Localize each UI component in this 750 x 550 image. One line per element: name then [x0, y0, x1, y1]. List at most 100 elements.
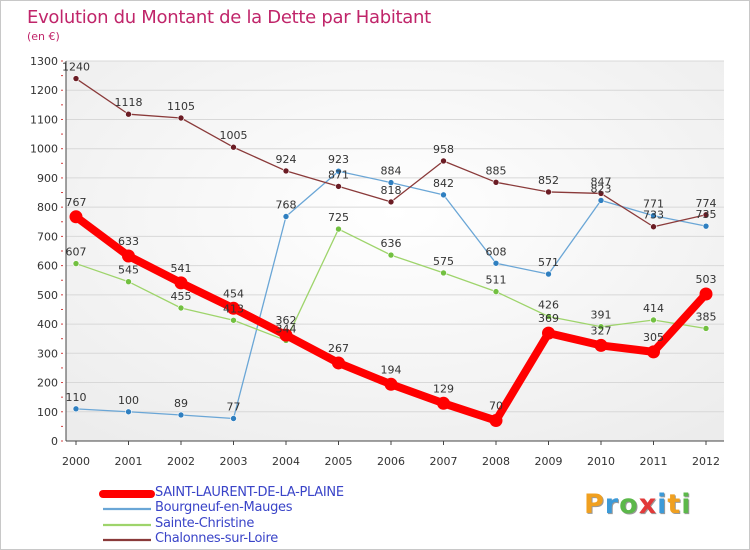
x-tick-label: 2006 [377, 455, 405, 468]
data-point [72, 405, 80, 413]
y-tick-label: 1100 [30, 113, 58, 126]
y-tick-label: 1300 [30, 55, 58, 68]
data-label: 733 [643, 209, 664, 222]
data-label: 768 [276, 199, 297, 212]
data-point [545, 313, 552, 320]
data-label: 958 [433, 143, 454, 156]
data-point [335, 183, 342, 190]
data-label: 426 [538, 298, 559, 311]
x-tick-label: 2002 [167, 455, 195, 468]
x-tick-label: 2005 [325, 455, 353, 468]
x-tick-label: 2011 [640, 455, 668, 468]
data-point [335, 225, 342, 233]
data-point [440, 191, 447, 199]
data-point [69, 210, 83, 224]
data-label: 545 [118, 264, 139, 277]
data-point [387, 179, 395, 186]
data-point [597, 323, 605, 331]
data-point [440, 269, 447, 277]
data-label: 852 [538, 174, 559, 187]
data-label: 823 [591, 182, 612, 195]
data-point [545, 188, 552, 196]
x-tick-label: 2003 [220, 455, 248, 468]
data-label: 305 [643, 331, 664, 344]
data-label: 110 [66, 391, 87, 404]
data-label: 194 [381, 363, 402, 376]
data-point [542, 326, 555, 340]
data-point [702, 222, 710, 230]
data-point [125, 278, 132, 285]
data-label: 608 [486, 245, 507, 258]
data-point [387, 251, 395, 259]
x-tick-label: 2000 [62, 455, 90, 468]
data-label: 607 [66, 246, 87, 259]
x-tick-label: 2008 [482, 455, 510, 468]
y-tick-label: 800 [37, 201, 58, 214]
data-point [177, 114, 185, 122]
data-point [282, 167, 290, 175]
gridlines [66, 60, 724, 413]
data-label: 774 [696, 197, 717, 210]
data-label: 413 [223, 302, 244, 315]
x-tick-label: 2010 [587, 455, 615, 468]
y-tick-label: 600 [37, 260, 58, 273]
data-point [125, 408, 132, 416]
y-tick-label: 400 [37, 318, 58, 331]
data-label: 100 [118, 394, 139, 407]
data-point [650, 223, 657, 231]
data-point [702, 211, 710, 219]
y-tick-label: 900 [37, 172, 58, 185]
data-label: 70 [489, 400, 503, 413]
data-label: 571 [538, 256, 559, 269]
data-label: 1005 [220, 129, 248, 142]
legend-label: Bourgneuf-en-Mauges [155, 500, 293, 515]
legend-label: Sainte-Christine [155, 516, 255, 531]
data-label: 511 [486, 274, 507, 287]
data-label: 541 [171, 262, 192, 275]
data-point [489, 414, 503, 428]
legend-label: Chalonnes-sur-Loire [155, 531, 278, 546]
data-label: 89 [174, 397, 188, 410]
data-label: 818 [381, 184, 402, 197]
y-tick-label: 1000 [30, 143, 58, 156]
data-labels: 767 633 541 454 362 267 194 129 70 369 327 305 503 11… [62, 61, 717, 414]
data-label: 414 [643, 302, 664, 315]
data-point [177, 411, 185, 419]
data-label: 362 [276, 314, 297, 327]
data-point [125, 110, 132, 118]
series-group [69, 75, 713, 428]
logo-letter: t [667, 489, 682, 520]
data-point [174, 276, 188, 290]
data-point [597, 190, 605, 197]
data-label: 1118 [115, 96, 143, 109]
data-point [650, 212, 657, 219]
data-label: 1105 [167, 100, 195, 113]
data-label: 385 [696, 310, 717, 323]
x-tick-label: 2009 [535, 455, 563, 468]
data-label: 369 [538, 312, 559, 325]
data-label: 924 [276, 153, 297, 166]
legend-label: SAINT-LAURENT-DE-LA-PLAINE [155, 485, 344, 500]
data-point [230, 415, 237, 422]
data-point [282, 213, 290, 220]
data-point [384, 377, 398, 391]
data-label: 847 [591, 175, 612, 188]
data-point [177, 304, 185, 312]
data-label: 871 [328, 168, 349, 181]
data-point [230, 143, 237, 151]
logo-letter: r [604, 489, 620, 520]
data-point [440, 157, 447, 165]
data-label: 636 [381, 237, 402, 250]
x-tick-label: 2001 [115, 455, 143, 468]
x-tick-label: 2004 [272, 455, 300, 468]
x-tick-label: 2007 [430, 455, 458, 468]
data-label: 767 [66, 196, 87, 209]
data-point [492, 288, 500, 295]
data-label: 454 [223, 287, 244, 300]
plot-area [66, 61, 724, 441]
data-point [437, 396, 450, 410]
data-label: 455 [171, 290, 192, 303]
data-point [699, 287, 713, 301]
